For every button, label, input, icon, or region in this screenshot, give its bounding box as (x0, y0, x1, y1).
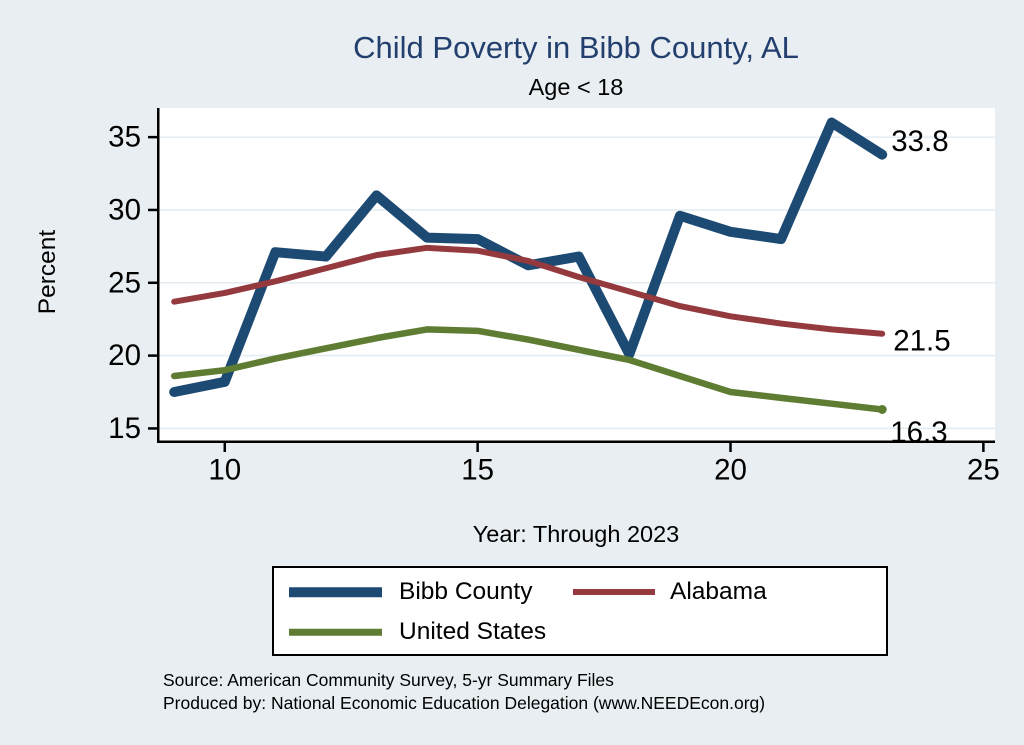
chart-subtitle: Age < 18 (528, 74, 624, 100)
y-tick-label: 25 (108, 266, 141, 299)
source-note: Source: American Community Survey, 5-yr … (163, 669, 923, 715)
y-tick-label: 35 (108, 121, 141, 154)
legend-label-bibb-county: Bibb County (399, 578, 533, 605)
alabama-line-swatch (573, 589, 655, 595)
source-line: Source: American Community Survey, 5-yr … (163, 670, 614, 690)
bibb-county-end-value-label: 33.8 (891, 125, 948, 158)
y-axis-title: Percent (34, 229, 61, 315)
chart-title: Child Poverty in Bibb County, AL (353, 30, 799, 65)
y-tick-label: 20 (108, 339, 141, 372)
united-states-end-marker-dot (877, 405, 887, 414)
y-tick-label: 15 (108, 412, 141, 445)
bibb-county-line-swatch (289, 587, 382, 597)
series-line-bibb-county (169, 117, 888, 398)
x-tick-label: 15 (461, 454, 494, 487)
series-line-alabama (171, 244, 886, 337)
y-tick-label: 30 (108, 193, 141, 226)
produced-by-line: Produced by: National Economic Education… (163, 693, 766, 713)
x-tick-label: 25 (967, 454, 1000, 487)
united-states-line-swatch (289, 628, 382, 636)
series-line-united-states (170, 326, 886, 413)
x-axis-title: Year: Through 2023 (472, 521, 680, 547)
united-states-end-value-label: 16.3 (890, 416, 947, 449)
x-tick-label: 10 (208, 454, 241, 487)
legend-label-united-states: United States (399, 618, 547, 645)
legend-box: Bibb County Alabama United States (272, 566, 888, 656)
chart-plot: 15 20 25 30 35 10 15 20 25 33.8 16.3 21.5 (108, 108, 1000, 487)
alabama-end-value-label: 21.5 (893, 324, 950, 357)
x-tick-label: 20 (714, 454, 747, 487)
legend-label-alabama: Alabama (670, 578, 767, 605)
